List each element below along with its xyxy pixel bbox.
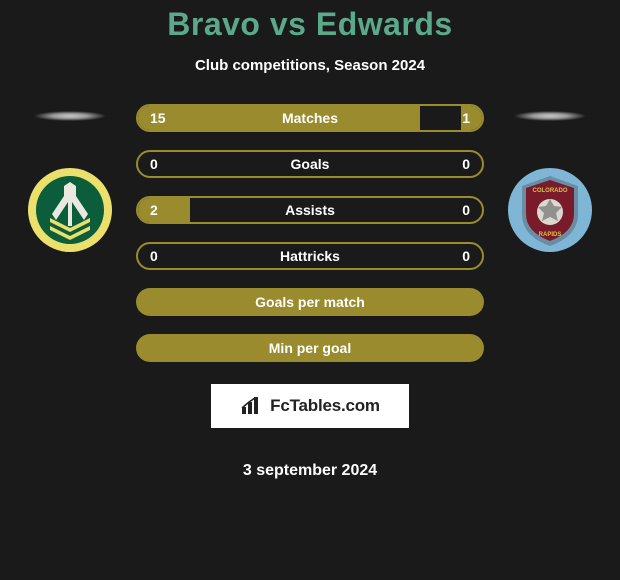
stat-value-left: 0 (150, 156, 158, 172)
comparison-card: Bravo vs Edwards Club competitions, Seas… (0, 0, 620, 480)
team-logo-right[interactable]: COLORADO RAPIDS (506, 166, 594, 254)
stat-label: Goals (291, 156, 330, 172)
stat-value-right: 1 (462, 110, 470, 126)
bar-chart-icon (240, 396, 264, 416)
timbers-logo-icon (26, 166, 114, 254)
footer-date: 3 september 2024 (243, 462, 377, 480)
left-side-col (10, 104, 130, 254)
stat-label: Hattricks (280, 248, 340, 264)
stat-value-left: 2 (150, 202, 158, 218)
stats-column: 15 Matches 1 0 Goals 0 2 Assists 0 (130, 104, 490, 480)
stat-bar-goals-per-match: Goals per match (136, 288, 484, 316)
site-badge-text: FcTables.com (270, 396, 380, 416)
stat-value-right: 0 (462, 248, 470, 264)
right-side-col: COLORADO RAPIDS (490, 104, 610, 254)
stat-value-left: 0 (150, 248, 158, 264)
stat-label: Min per goal (269, 340, 351, 356)
stat-bar-min-per-goal: Min per goal (136, 334, 484, 362)
team-logo-left[interactable] (26, 166, 114, 254)
stat-value-right: 0 (462, 156, 470, 172)
stat-label: Assists (285, 202, 335, 218)
player-shadow-left (19, 108, 121, 124)
stat-fill-left (138, 198, 190, 222)
stat-bar-hattricks: 0 Hattricks 0 (136, 242, 484, 270)
page-subtitle: Club competitions, Season 2024 (195, 57, 425, 74)
stat-value-left: 15 (150, 110, 166, 126)
svg-text:RAPIDS: RAPIDS (539, 232, 562, 238)
site-badge[interactable]: FcTables.com (211, 384, 409, 428)
stat-bar-assists: 2 Assists 0 (136, 196, 484, 224)
stat-label: Goals per match (255, 294, 365, 310)
svg-text:COLORADO: COLORADO (533, 188, 568, 194)
rapids-logo-icon: COLORADO RAPIDS (506, 166, 594, 254)
stat-fill-left (138, 106, 420, 130)
stat-bar-goals: 0 Goals 0 (136, 150, 484, 178)
stat-bar-matches: 15 Matches 1 (136, 104, 484, 132)
stat-label: Matches (282, 110, 338, 126)
page-title: Bravo vs Edwards (167, 6, 452, 43)
player-shadow-right (499, 108, 601, 124)
main-row: 15 Matches 1 0 Goals 0 2 Assists 0 (0, 104, 620, 480)
stat-value-right: 0 (462, 202, 470, 218)
